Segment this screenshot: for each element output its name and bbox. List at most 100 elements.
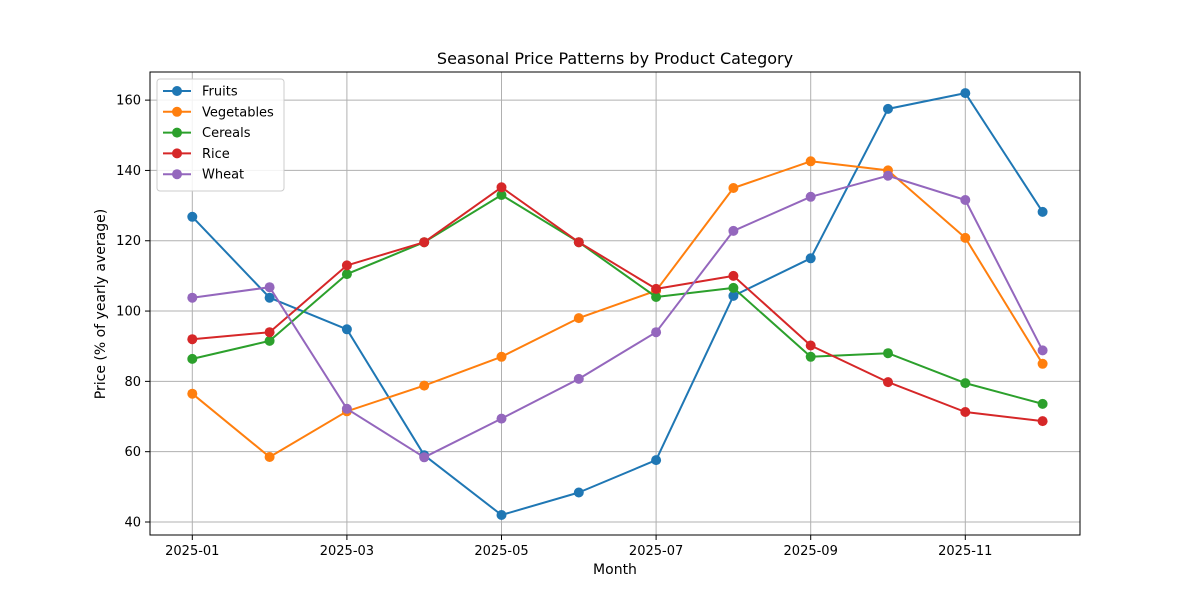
data-point-rice (264, 327, 275, 338)
plot-frame (149, 71, 1081, 536)
x-tick-label: 2025-07 (629, 544, 683, 559)
data-point-rice (573, 237, 584, 248)
legend-item-wheat: Wheat (163, 168, 244, 183)
series-vegetables (187, 156, 1048, 462)
legend-item-fruits: Fruits (163, 85, 238, 100)
y-axis-title: Price (% of yearly average) (93, 209, 109, 399)
series-line-cereals (192, 194, 1043, 405)
data-point-fruits (728, 290, 739, 301)
x-axis: 2025-01 2025-03 2025-05 2025-07 2025-09 2025-… (165, 535, 992, 559)
data-point-rice (187, 334, 198, 345)
y-tick-label: 140 (116, 164, 141, 179)
data-point-rice (805, 340, 816, 351)
data-point-vegetables (187, 388, 198, 399)
data-point-vegetables (1037, 358, 1048, 369)
x-tick-label: 2025-09 (784, 544, 838, 559)
legend-item-rice: Rice (163, 147, 230, 162)
data-point-vegetables (573, 313, 584, 324)
legend-label: Vegetables (202, 105, 274, 120)
data-point-rice (883, 377, 893, 388)
legend-label: Rice (202, 147, 230, 162)
legend-swatch-marker (172, 86, 182, 96)
series-line-wheat (192, 174, 1044, 459)
x-tick-label: 2025-11 (938, 544, 992, 559)
legend-label: Fruits (202, 85, 238, 100)
data-point-wheat (264, 282, 275, 293)
y-tick-label: 160 (116, 94, 141, 109)
data-point-wheat (187, 292, 198, 303)
series-line-vegetables (191, 160, 1044, 458)
y-tick-label: 80 (124, 375, 141, 390)
x-tick-label: 2025-03 (320, 544, 374, 559)
legend-item-vegetables: Vegetables (163, 105, 274, 120)
data-point-vegetables (805, 156, 816, 167)
data-point-cereals (264, 335, 275, 346)
data-point-vegetables (419, 380, 430, 391)
data-point-rice (341, 260, 352, 271)
data-point-rice (496, 182, 507, 193)
legend-box (156, 78, 285, 192)
legend-swatch-marker (172, 148, 182, 159)
data-point-vegetables (496, 351, 507, 362)
data-point-cereals (341, 269, 352, 280)
y-axis: 40 60 80 100 120 140 160 (116, 94, 150, 530)
x-tick-label: 2025-05 (474, 544, 528, 559)
data-point-fruits (883, 103, 893, 114)
data-point-fruits (960, 88, 971, 99)
data-point-cereals (1037, 398, 1048, 409)
data-point-rice (419, 237, 430, 248)
data-point-cereals (960, 378, 971, 389)
data-point-wheat (651, 327, 662, 338)
legend-label: Cereals (202, 126, 251, 141)
data-point-cereals (728, 282, 739, 293)
data-point-rice (1037, 416, 1048, 427)
data-point-wheat (728, 225, 739, 236)
series-group (187, 88, 1048, 520)
series-rice (187, 182, 1048, 427)
series-line-rice (192, 186, 1043, 423)
data-point-vegetables (728, 183, 739, 193)
data-point-rice (651, 283, 662, 294)
data-point-wheat (883, 170, 893, 181)
data-point-wheat (1037, 345, 1048, 356)
legend-item-cereals: Cereals (163, 126, 251, 141)
x-axis-title: Month (593, 562, 637, 578)
data-point-fruits (496, 510, 507, 520)
y-tick-label: 100 (116, 305, 141, 320)
data-point-wheat (419, 452, 430, 463)
series-wheat (187, 170, 1048, 463)
data-point-rice (960, 407, 971, 417)
y-tick-label: 120 (116, 234, 141, 249)
x-tick-label: 2025-01 (165, 544, 219, 559)
grid (150, 72, 1080, 535)
data-point-cereals (651, 292, 662, 302)
data-point-wheat (341, 403, 352, 414)
series-line-fruits (191, 92, 1044, 516)
legend-swatch-marker (172, 106, 182, 117)
data-point-fruits (187, 211, 198, 222)
data-point-cereals (883, 348, 893, 359)
data-point-fruits (341, 324, 352, 335)
data-point-cereals (496, 190, 507, 200)
data-point-fruits (264, 292, 275, 303)
data-point-cereals (805, 351, 816, 362)
data-point-rice (728, 270, 739, 281)
data-point-fruits (573, 487, 584, 498)
data-point-vegetables (960, 232, 971, 243)
legend-swatch-marker (172, 127, 182, 138)
data-point-wheat (805, 191, 816, 202)
legend: Fruits Vegetables Cereals Rice Wheat (156, 78, 285, 192)
data-point-wheat (496, 413, 507, 424)
legend-label: Wheat (202, 168, 244, 183)
data-point-fruits (805, 253, 816, 264)
data-point-vegetables (264, 452, 275, 462)
data-point-fruits (1037, 206, 1048, 217)
y-tick-label: 60 (124, 445, 141, 460)
data-point-wheat (960, 195, 971, 205)
chart-title: Seasonal Price Patterns by Product Categ… (437, 49, 793, 68)
data-point-cereals (187, 353, 198, 364)
data-point-fruits (651, 455, 662, 466)
y-tick-label: 40 (124, 515, 141, 530)
data-point-wheat (573, 373, 584, 384)
